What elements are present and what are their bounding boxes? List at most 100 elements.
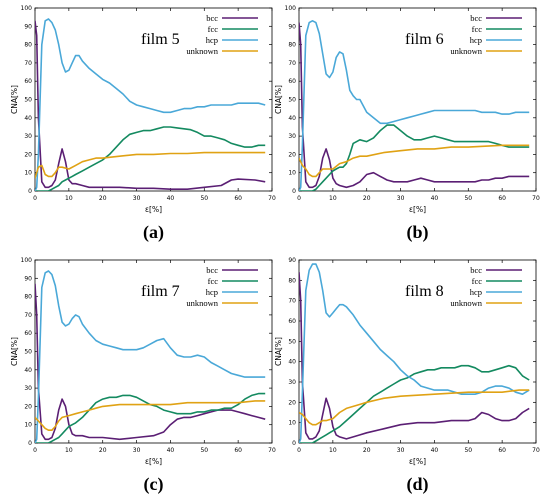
legend-label-unknown: unknown <box>450 46 482 56</box>
y-tick-label: 80 <box>288 277 296 284</box>
y-tick-label: 30 <box>288 133 296 140</box>
x-axis-label: ε[%] <box>145 205 162 214</box>
chart-title: film 7 <box>141 283 180 300</box>
x-tick-label: 50 <box>200 447 208 454</box>
y-tick-label: 70 <box>288 60 296 67</box>
y-tick-label: 70 <box>288 298 296 305</box>
y-tick-label: 80 <box>288 42 296 49</box>
y-tick-label: 100 <box>21 257 33 264</box>
x-tick-label: 30 <box>133 447 141 454</box>
legend-label-bcc: bcc <box>206 265 218 275</box>
y-tick-label: 10 <box>288 170 296 177</box>
y-tick-label: 60 <box>288 78 296 85</box>
plot-frame <box>298 259 537 444</box>
x-tick-label: 60 <box>234 195 242 202</box>
chart-title: film 6 <box>405 31 444 48</box>
x-tick-label: 10 <box>65 447 73 454</box>
legend-label-fcc: fcc <box>208 276 219 286</box>
y-tick-label: 0 <box>292 440 296 447</box>
y-tick-label: 30 <box>24 385 32 392</box>
y-tick-label: 90 <box>24 275 32 282</box>
x-tick-label: 0 <box>33 195 37 202</box>
x-tick-label: 70 <box>268 195 276 202</box>
series-line-unknown <box>35 400 266 432</box>
x-tick-label: 70 <box>268 447 276 454</box>
x-tick-label: 20 <box>99 195 107 202</box>
y-tick-label: 60 <box>288 318 296 325</box>
y-tick-label: 0 <box>28 188 32 195</box>
y-tick-label: 40 <box>24 115 32 122</box>
x-tick-label: 0 <box>33 447 37 454</box>
y-axis-label: CNA[%] <box>274 85 283 114</box>
y-tick-label: 10 <box>24 422 32 429</box>
y-axis-label: CNA[%] <box>274 337 283 366</box>
x-axis-label: ε[%] <box>409 205 426 214</box>
panel-label: (c) <box>144 474 164 495</box>
x-tick-label: 30 <box>397 447 405 454</box>
x-tick-label: 50 <box>464 447 472 454</box>
legend-label-fcc: fcc <box>472 276 483 286</box>
y-tick-label: 90 <box>288 23 296 30</box>
x-tick-label: 70 <box>532 195 540 202</box>
y-tick-label: 40 <box>288 115 296 122</box>
x-axis-label: ε[%] <box>409 457 426 466</box>
y-tick-label: 70 <box>24 312 32 319</box>
x-tick-label: 50 <box>464 195 472 202</box>
x-tick-label: 30 <box>133 195 141 202</box>
chart-panel-2: 0 10 20 30 40 50 60 70 80 90 100 0 10 20 30 40 50 60 70 ε[%… <box>274 5 540 243</box>
y-tick-label: 90 <box>288 257 296 264</box>
series-line-unknown <box>299 389 530 426</box>
x-tick-label: 0 <box>297 447 301 454</box>
legend-label-bcc: bcc <box>470 265 482 275</box>
y-tick-label: 50 <box>24 97 32 104</box>
x-tick-label: 20 <box>363 195 371 202</box>
series-line-fcc <box>35 392 266 443</box>
x-tick-label: 40 <box>431 195 439 202</box>
series-line-hcp <box>35 270 266 443</box>
y-tick-label: 0 <box>292 188 296 195</box>
series-line-bcc <box>299 272 530 440</box>
y-tick-label: 40 <box>288 359 296 366</box>
y-tick-label: 80 <box>24 42 32 49</box>
x-tick-label: 70 <box>532 447 540 454</box>
y-tick-label: 100 <box>285 5 297 12</box>
y-tick-label: 50 <box>288 338 296 345</box>
y-tick-label: 30 <box>24 133 32 140</box>
y-tick-label: 70 <box>24 60 32 67</box>
y-tick-label: 20 <box>288 399 296 406</box>
x-tick-label: 50 <box>200 195 208 202</box>
legend-label-hcp: hcp <box>470 35 482 45</box>
series-line-unknown <box>299 144 530 178</box>
chart-title: film 5 <box>141 31 180 48</box>
legend-label-hcp: hcp <box>206 287 218 297</box>
x-tick-label: 10 <box>329 447 337 454</box>
series-line-hcp <box>299 19 530 191</box>
legend-label-hcp: hcp <box>206 35 218 45</box>
x-tick-label: 60 <box>498 447 506 454</box>
series-line-unknown <box>35 151 266 179</box>
y-tick-label: 60 <box>24 330 32 337</box>
y-tick-label: 50 <box>288 97 296 104</box>
chart-panel-3: 0 10 20 30 40 50 60 70 80 90 100 0 10 20 30 40 50 60 70 ε[%… <box>10 257 276 495</box>
x-tick-label: 20 <box>363 447 371 454</box>
legend-label-hcp: hcp <box>470 287 482 297</box>
y-tick-label: 20 <box>24 403 32 410</box>
x-tick-label: 30 <box>397 195 405 202</box>
x-tick-label: 0 <box>297 195 301 202</box>
x-tick-label: 10 <box>65 195 73 202</box>
y-tick-label: 40 <box>24 367 32 374</box>
series-line-fcc <box>299 364 530 443</box>
series-line-fcc <box>299 124 530 191</box>
x-tick-label: 20 <box>99 447 107 454</box>
series-line-hcp <box>35 18 266 191</box>
y-tick-label: 10 <box>288 420 296 427</box>
y-tick-label: 0 <box>28 440 32 447</box>
series-line-bcc <box>35 20 266 190</box>
panel-label: (a) <box>143 222 164 243</box>
y-tick-label: 10 <box>24 170 32 177</box>
legend-label-unknown: unknown <box>186 298 218 308</box>
legend-label-bcc: bcc <box>470 13 482 23</box>
legend-label-fcc: fcc <box>472 24 483 34</box>
y-tick-label: 80 <box>24 294 32 301</box>
